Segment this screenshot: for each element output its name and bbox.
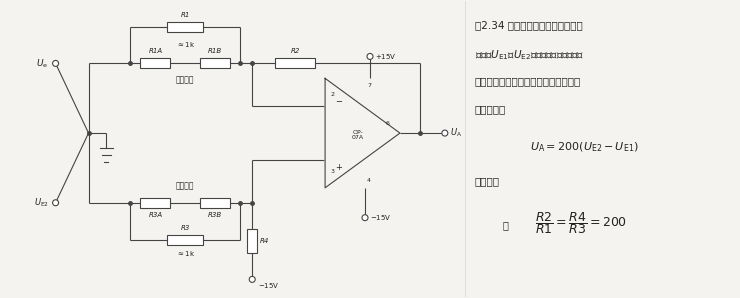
Text: 3: 3 xyxy=(330,169,334,174)
Text: R4: R4 xyxy=(260,238,269,244)
Text: R1B: R1B xyxy=(208,49,222,55)
FancyBboxPatch shape xyxy=(275,58,315,68)
Text: $+$15V: $+$15V xyxy=(375,52,397,61)
Text: R3: R3 xyxy=(181,225,190,231)
Text: 分别为$U_{\rm E1}$和$U_{\rm E2}$，经过连线接至有高稳: 分别为$U_{\rm E1}$和$U_{\rm E2}$，经过连线接至有高稳 xyxy=(475,49,584,62)
Text: 6: 6 xyxy=(386,121,390,126)
FancyBboxPatch shape xyxy=(201,198,230,208)
Text: $+$: $+$ xyxy=(335,162,343,173)
Bar xyxy=(247,229,258,253)
Text: 2: 2 xyxy=(330,92,334,97)
Text: 连线电阻: 连线电阻 xyxy=(176,182,195,191)
Text: $\dfrac{R2}{R1}=\dfrac{R4}{R3}=200$: $\dfrac{R2}{R1}=\dfrac{R4}{R3}=200$ xyxy=(535,210,627,236)
Text: R2: R2 xyxy=(291,49,300,55)
Text: 图2.34 电路中，热电偶中输入电势: 图2.34 电路中，热电偶中输入电势 xyxy=(475,21,582,31)
Text: 4: 4 xyxy=(367,178,371,183)
Text: 连线电阻: 连线电阻 xyxy=(176,75,195,84)
FancyBboxPatch shape xyxy=(141,58,170,68)
Text: 出电压为：: 出电压为： xyxy=(475,104,506,114)
Text: $U_{\rm e}$: $U_{\rm e}$ xyxy=(36,57,49,70)
Text: ，: ， xyxy=(502,221,508,231)
Circle shape xyxy=(367,53,373,59)
Circle shape xyxy=(442,130,448,136)
Text: OP-
07A: OP- 07A xyxy=(352,130,363,140)
Text: 定的运算放大器同相和反相输入端，输: 定的运算放大器同相和反相输入端，输 xyxy=(475,76,581,86)
Text: R3B: R3B xyxy=(208,212,222,218)
Text: $-$: $-$ xyxy=(335,95,343,104)
Text: $U_{\rm A}=200(U_{\rm E2}-U_{\rm E1})$: $U_{\rm A}=200(U_{\rm E2}-U_{\rm E1})$ xyxy=(530,140,639,154)
Text: R1: R1 xyxy=(181,12,190,18)
Circle shape xyxy=(362,215,368,221)
FancyBboxPatch shape xyxy=(167,235,204,245)
Text: 电阻比值: 电阻比值 xyxy=(475,176,500,186)
FancyBboxPatch shape xyxy=(201,58,230,68)
Text: $-$15V: $-$15V xyxy=(258,281,280,290)
Text: $\approx$1k: $\approx$1k xyxy=(176,40,195,49)
Text: $-$15V: $-$15V xyxy=(370,213,391,222)
Text: $U_{\rm E2}$: $U_{\rm E2}$ xyxy=(33,196,49,209)
FancyBboxPatch shape xyxy=(141,198,170,208)
Text: R3A: R3A xyxy=(148,212,163,218)
Text: R1A: R1A xyxy=(148,49,163,55)
Circle shape xyxy=(249,277,255,283)
Circle shape xyxy=(53,60,58,66)
Text: $U_{\rm A}$: $U_{\rm A}$ xyxy=(450,127,462,139)
Text: $\approx$1k: $\approx$1k xyxy=(176,249,195,257)
FancyBboxPatch shape xyxy=(167,21,204,32)
Circle shape xyxy=(53,200,58,206)
Text: 7: 7 xyxy=(367,83,371,88)
Polygon shape xyxy=(325,78,400,188)
